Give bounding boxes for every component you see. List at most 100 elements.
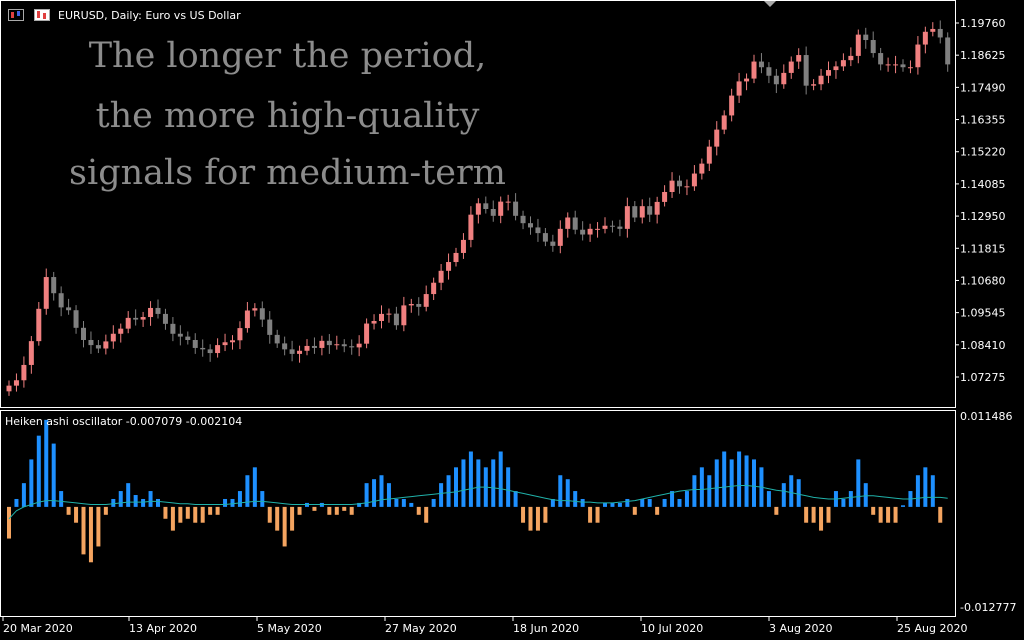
oscillator-bar xyxy=(662,498,667,507)
candle-body xyxy=(595,228,601,230)
candle-body xyxy=(6,385,12,392)
candle-body xyxy=(922,31,928,45)
oscillator-bar xyxy=(148,491,153,507)
oscillator-bar xyxy=(804,506,809,523)
oscillator-bar xyxy=(230,498,235,507)
candle-body xyxy=(654,201,660,215)
candle-body xyxy=(848,55,854,61)
candle-body xyxy=(729,95,735,116)
oscillator-bar xyxy=(386,483,391,507)
oscillator-bar xyxy=(96,506,101,547)
candle-body xyxy=(528,223,533,228)
oscillator-bar xyxy=(550,498,555,507)
candle-body xyxy=(289,349,295,354)
candle-body xyxy=(13,380,19,386)
oscillator-bar xyxy=(51,443,56,507)
oscillator-bar xyxy=(595,506,600,523)
oscillator-bar xyxy=(103,506,108,515)
oscillator-bar xyxy=(476,459,481,507)
price-tick-label: 1.11815 xyxy=(960,242,1006,255)
candle-body xyxy=(550,241,556,246)
candle-body xyxy=(267,319,273,335)
oscillator-bar xyxy=(938,506,943,523)
candle-body xyxy=(811,84,817,86)
candle-body xyxy=(401,305,407,326)
oscillator-bar xyxy=(178,506,183,523)
candle-body xyxy=(900,64,906,68)
oscillator-bar xyxy=(372,479,377,507)
candle-body xyxy=(81,327,86,340)
oscillator-bar xyxy=(275,506,280,531)
oscillator-bar xyxy=(193,506,198,523)
candle-body xyxy=(878,53,884,65)
oscillator-bar xyxy=(580,498,585,507)
candle-body xyxy=(58,293,64,308)
candle-body xyxy=(88,339,94,346)
candlestick-chart-icon[interactable] xyxy=(8,9,24,21)
oscillator-bar xyxy=(610,502,615,507)
time-tick-label: 3 Aug 2020 xyxy=(769,622,832,635)
oscillator-bar xyxy=(915,475,920,507)
oscillator-bar xyxy=(260,491,265,507)
candle-body xyxy=(796,55,802,62)
candle-body xyxy=(222,342,228,346)
heiken-ashi-icon[interactable] xyxy=(34,9,50,21)
oscillator-bar xyxy=(558,475,563,507)
oscillator-bar xyxy=(632,506,637,515)
oscillator-bar xyxy=(223,498,228,507)
candle-body xyxy=(393,313,399,326)
candle-body xyxy=(371,321,377,324)
oscillator-bar xyxy=(826,506,831,523)
candle-body xyxy=(691,173,697,187)
price-tick-label: 1.17490 xyxy=(960,81,1006,94)
oscillator-bar xyxy=(267,506,272,523)
oscillator-bars xyxy=(7,419,943,563)
oscillator-bar xyxy=(431,498,436,507)
oscillator-bar xyxy=(774,506,779,515)
candle-body xyxy=(907,67,913,69)
price-tick-label: 1.14085 xyxy=(960,178,1006,191)
candle-body xyxy=(565,217,571,229)
oscillator-bar xyxy=(290,506,295,531)
oscillator-bar xyxy=(744,455,749,507)
candle-body xyxy=(125,317,131,329)
candle-body xyxy=(304,345,310,351)
candle-body xyxy=(833,66,839,71)
price-tick-label: 1.15220 xyxy=(960,146,1006,159)
price-tick-label: 1.07275 xyxy=(960,371,1006,384)
oscillator-bar xyxy=(118,491,123,507)
oscillator-bar xyxy=(752,459,756,507)
candle-body xyxy=(140,317,146,320)
candle-body xyxy=(438,270,444,283)
oscillator-bar xyxy=(156,498,160,507)
shift-marker-icon[interactable] xyxy=(764,1,776,7)
indicator-frame xyxy=(0,410,956,617)
candle-body xyxy=(758,61,764,68)
candle-body xyxy=(252,308,258,311)
oscillator-bar xyxy=(617,502,622,507)
price-tick-label: 1.08410 xyxy=(960,339,1006,352)
candle-body xyxy=(326,340,332,346)
candle-body xyxy=(580,229,586,235)
oscillator-bar xyxy=(126,483,131,507)
indicator-title: Heiken ashi oscillator -0.007079 -0.0021… xyxy=(5,415,243,428)
time-tick-label: 20 Mar 2020 xyxy=(3,622,73,635)
candle-body xyxy=(632,206,638,218)
oscillator-bar xyxy=(901,505,905,507)
overlay-line-1: The longer the period, xyxy=(88,36,487,76)
candle-body xyxy=(133,317,139,320)
candle-body xyxy=(677,180,682,187)
oscillator-bar xyxy=(208,506,213,515)
candle-body xyxy=(826,70,831,76)
candle-body xyxy=(930,28,936,32)
oscillator-bar xyxy=(789,475,794,507)
oscillator-bar xyxy=(781,483,786,507)
candle-body xyxy=(379,313,384,322)
oscillator-bar xyxy=(349,506,354,515)
oscillator-bar xyxy=(625,498,630,507)
oscillator-bar xyxy=(81,506,86,555)
candle-body xyxy=(155,307,161,314)
oscillator-bar xyxy=(848,491,853,507)
candle-body xyxy=(192,339,198,348)
